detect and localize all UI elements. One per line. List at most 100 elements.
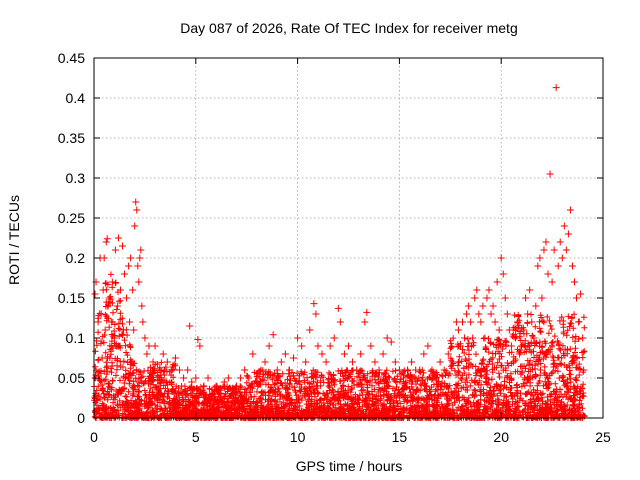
data-point	[575, 318, 583, 326]
data-point	[131, 222, 139, 230]
data-point	[318, 350, 326, 358]
data-point	[285, 366, 293, 374]
data-point	[568, 262, 576, 270]
data-point	[518, 342, 526, 350]
y-tick-label: 0.45	[58, 50, 85, 66]
data-point	[163, 358, 171, 366]
data-point	[149, 358, 157, 366]
y-tick-label: 0.05	[58, 370, 85, 386]
data-point	[564, 230, 572, 238]
data-point	[249, 350, 257, 358]
data-point	[507, 342, 515, 350]
data-point	[306, 326, 314, 334]
data-point	[113, 302, 121, 310]
data-point	[107, 318, 115, 326]
data-point	[546, 170, 554, 178]
data-point	[562, 246, 570, 254]
data-point	[395, 366, 403, 374]
data-point	[487, 310, 495, 318]
y-tick-label: 0.1	[66, 330, 86, 346]
data-point	[499, 270, 507, 278]
axis-tick-labels: 0 5 10 15 20 25 0 0.05 0.1 0.15 0.2 0.25 0.3 0.35 0.4 0…	[58, 50, 611, 445]
data-point	[408, 358, 416, 366]
data-point	[176, 366, 184, 374]
data-point	[345, 342, 352, 350]
data-point	[159, 350, 167, 358]
data-point	[461, 334, 469, 342]
data-point	[290, 354, 298, 362]
data-point	[98, 354, 106, 362]
data-point	[383, 334, 391, 342]
data-point	[200, 382, 208, 390]
data-point	[432, 374, 440, 382]
x-tick-label: 15	[392, 429, 408, 445]
data-point	[208, 390, 216, 398]
data-point	[99, 286, 107, 294]
data-point	[298, 342, 306, 350]
data-point	[363, 308, 371, 316]
data-point	[122, 374, 130, 382]
data-point	[424, 342, 432, 350]
plot-frame	[93, 57, 604, 419]
data-point	[493, 278, 501, 286]
data-point	[534, 262, 542, 270]
data-point	[538, 294, 546, 302]
data-point	[145, 342, 153, 350]
data-point	[357, 350, 365, 358]
data-point	[391, 358, 399, 366]
data-point	[155, 366, 163, 374]
data-point	[558, 254, 566, 262]
data-point	[265, 342, 273, 350]
data-point	[294, 334, 302, 342]
data-point	[220, 378, 228, 386]
data-point	[108, 278, 116, 286]
data-point	[336, 318, 344, 326]
data-point	[216, 390, 224, 398]
data-point	[477, 318, 485, 326]
data-point	[570, 278, 578, 286]
data-point	[463, 310, 471, 318]
data-point	[542, 238, 550, 246]
data-point	[340, 350, 348, 358]
data-point	[120, 326, 128, 334]
data-point	[556, 238, 564, 246]
data-point	[367, 342, 375, 350]
data-point	[520, 326, 528, 334]
data-point	[503, 310, 511, 318]
data-point	[112, 342, 120, 350]
x-axis-label: GPS time / hours	[296, 458, 403, 474]
data-point	[375, 366, 383, 374]
data-point	[501, 294, 509, 302]
data-point	[132, 198, 140, 206]
y-axis-label: ROTI / TECUs	[6, 195, 22, 285]
data-point	[444, 350, 452, 358]
data-point	[526, 286, 534, 294]
data-point	[399, 374, 407, 382]
data-point	[123, 294, 131, 302]
data-point	[491, 318, 499, 326]
data-point	[302, 358, 310, 366]
data-point	[353, 366, 361, 374]
data-point	[452, 318, 460, 326]
data-point	[102, 238, 110, 246]
data-point	[560, 222, 568, 230]
data-point	[101, 326, 109, 334]
data-point	[137, 246, 145, 254]
x-tick-label: 10	[290, 429, 306, 445]
data-point	[167, 366, 175, 374]
data-point	[204, 374, 212, 382]
data-point	[186, 322, 194, 330]
data-point	[361, 318, 369, 326]
data-points	[91, 84, 588, 398]
data-point	[554, 262, 562, 270]
data-point	[212, 382, 220, 390]
data-point	[237, 374, 245, 382]
x-tick-label: 20	[493, 429, 509, 445]
data-point	[180, 374, 188, 382]
data-point	[171, 354, 179, 362]
data-point	[310, 300, 318, 308]
data-point	[552, 84, 560, 92]
data-point	[139, 318, 147, 326]
data-point	[416, 366, 424, 374]
data-point	[114, 234, 122, 242]
